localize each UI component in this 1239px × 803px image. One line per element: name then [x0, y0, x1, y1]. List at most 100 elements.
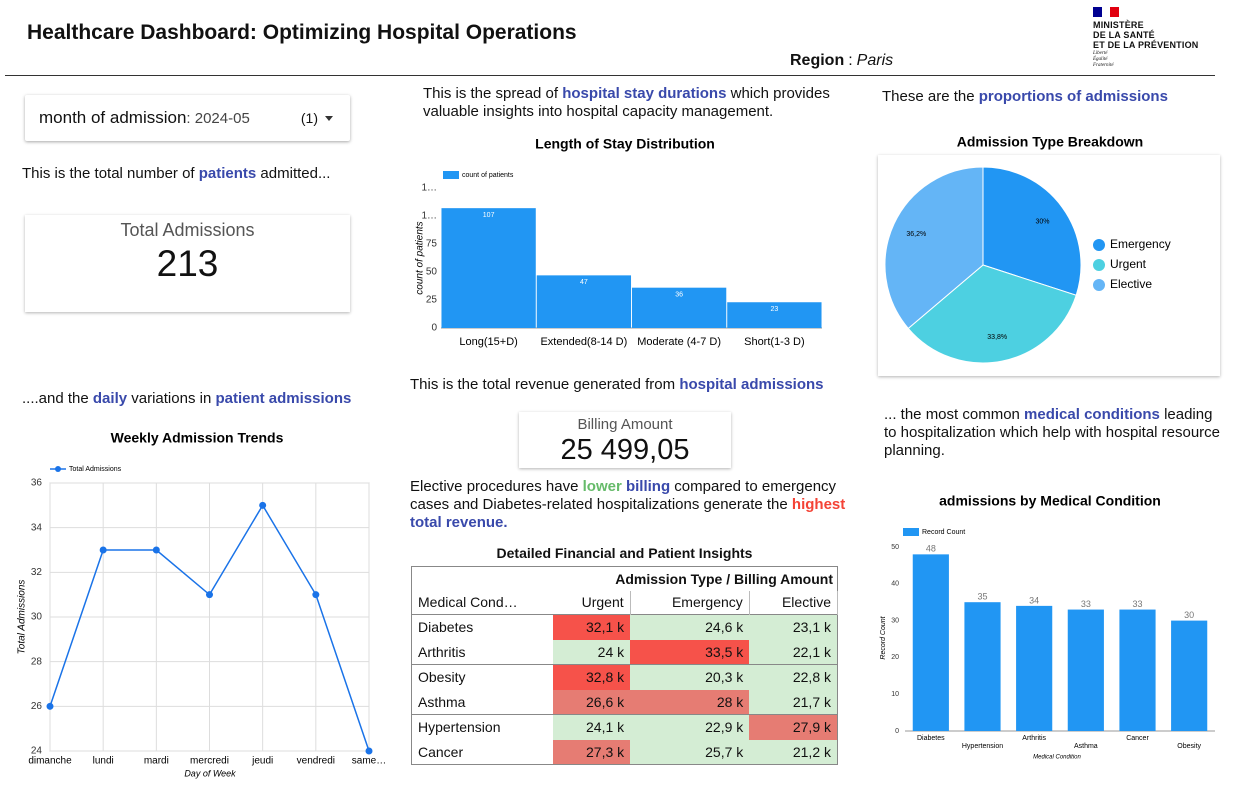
card [25, 215, 350, 312]
value-cell: 25,7 k [630, 739, 750, 765]
text-segment: billing [625, 478, 671, 495]
bar [1016, 605, 1053, 731]
column-header: Emergency [630, 590, 750, 615]
row-label: Hypertension [411, 714, 553, 740]
y-tick-label: 10 [891, 691, 899, 698]
text-segment: hospital admissions [679, 376, 824, 393]
value-cell: 27,9 k [749, 714, 838, 740]
legend-swatch [443, 171, 459, 179]
x-axis-title: Medical Condition [1033, 755, 1081, 761]
text-segment: which provides valuable insights into ho… [423, 85, 834, 120]
kpi-label: Total Admissions [120, 220, 255, 240]
table-row: Hypertension 24,1 k 22,9 k 27,9 k [411, 714, 838, 740]
legend-swatch [903, 528, 919, 536]
row-label: Diabetes [411, 614, 553, 640]
flag-stripe [1101, 7, 1111, 17]
y-tick-label: 25 [426, 295, 438, 306]
legend-label: Emergency [1110, 237, 1171, 251]
text-segment: proportions of admissions [978, 88, 1168, 105]
y-tick-label: 34 [31, 522, 43, 533]
value-cell: 20,3 k [630, 664, 750, 690]
slice-label: 36,2% [906, 231, 926, 238]
y-axis-title: Total Admissions [17, 580, 28, 655]
filter-text: month of admission: 2024-05 [39, 108, 250, 128]
table-row: Obesity 32,8 k 20,3 k 22,8 k [411, 664, 838, 690]
motto-line: Égalité [1093, 57, 1108, 62]
text-segment: This is the total number of [22, 165, 199, 182]
narrative-text: These are the proportions of admissions [882, 88, 1222, 106]
x-tick-label: Asthma [1074, 743, 1098, 750]
y-tick-label: 50 [891, 544, 899, 551]
row-label: Obesity [411, 664, 553, 690]
bar [912, 554, 949, 731]
data-point [259, 501, 267, 509]
table-row: Arthritis 24 k 33,5 k 22,1 k [411, 639, 838, 665]
y-tick-label: 36 [31, 478, 43, 489]
text-segment: ....and the [22, 390, 93, 407]
column-header: Urgent [552, 590, 631, 615]
row-label: Arthritis [411, 639, 553, 665]
x-tick-label: Hypertension [962, 743, 1003, 750]
narrative-text: Elective procedures have lower billing c… [410, 478, 865, 532]
legend-label: Record Count [922, 529, 965, 536]
bar [964, 602, 1001, 731]
value-cell: 24 k [552, 639, 631, 665]
bar-value-label: 33 [1132, 599, 1142, 609]
x-axis-title: Day of Week [184, 768, 236, 778]
value-cell: 32,1 k [552, 614, 631, 640]
bar [1119, 609, 1156, 731]
row-label: Asthma [411, 689, 553, 715]
text-segment: These are the [882, 88, 979, 105]
value-cell: 26,6 k [552, 689, 631, 715]
group-header: Admission Type / Billing Amount [615, 570, 833, 587]
table-row: Cancer 27,3 k 25,7 k 21,2 k [411, 739, 838, 765]
x-tick-label: Short(1-3 D) [744, 336, 805, 348]
data-point [206, 591, 213, 599]
data-point [46, 702, 54, 710]
region: Region: Paris [790, 52, 893, 70]
bar-value-label: 35 [977, 592, 987, 602]
pie-slice [982, 166, 1082, 296]
y-axis-title: count of patients [415, 221, 426, 294]
filter-label: month of admission [39, 108, 187, 127]
chart-title: Admission Type Breakdown [957, 134, 1143, 150]
bar [727, 302, 822, 328]
text-segment: medical conditions [1024, 406, 1160, 423]
legend-swatch [1093, 279, 1105, 291]
column-header: Elective [749, 590, 839, 615]
bar [536, 275, 632, 328]
header-cell [412, 567, 553, 591]
bar-value-label: 30 [1184, 610, 1194, 620]
filter-control[interactable]: month of admission: 2024-05 (1) [25, 95, 350, 141]
text-segment: highest [791, 496, 846, 513]
y-tick-label: 24 [31, 746, 43, 757]
value-cell: 21,2 k [749, 739, 838, 765]
y-tick-label: 1… [421, 183, 437, 194]
bar-value-label: 33 [1081, 599, 1091, 609]
text-segment: This is the total revenue generated from [410, 376, 680, 393]
flag-stripe [1110, 7, 1120, 17]
legend-swatch [1093, 259, 1105, 271]
y-tick-label: 26 [31, 701, 43, 712]
text-segment: leading to hospitalization which help wi… [884, 406, 1225, 459]
slice-label: 33,8% [987, 334, 1007, 341]
legend-swatch [55, 466, 61, 472]
y-tick-label: 0 [431, 323, 437, 334]
region-separator: : [848, 52, 853, 69]
column-header: Medical Cond… [418, 594, 518, 611]
text-segment: variations in [127, 390, 216, 407]
legend-label: Elective [1110, 277, 1152, 291]
logo-flag [1093, 7, 1120, 17]
table-row: Asthma 26,6 k 28 k 21,7 k [411, 689, 838, 715]
value-cell: 24,6 k [630, 614, 750, 640]
y-tick-label: 1… [421, 211, 437, 222]
bar [1171, 620, 1208, 731]
page-title: Healthcare Dashboard: Optimizing Hospita… [27, 21, 577, 44]
value-cell: 27,3 k [552, 739, 631, 765]
value-cell: 32,8 k [552, 664, 631, 690]
table-header-row: Medical Cond… Urgent Emergency Elective [411, 590, 839, 615]
text-segment: lower [582, 478, 622, 495]
pie-slice [884, 166, 984, 330]
kpi-value: 25 499,05 [560, 434, 690, 466]
